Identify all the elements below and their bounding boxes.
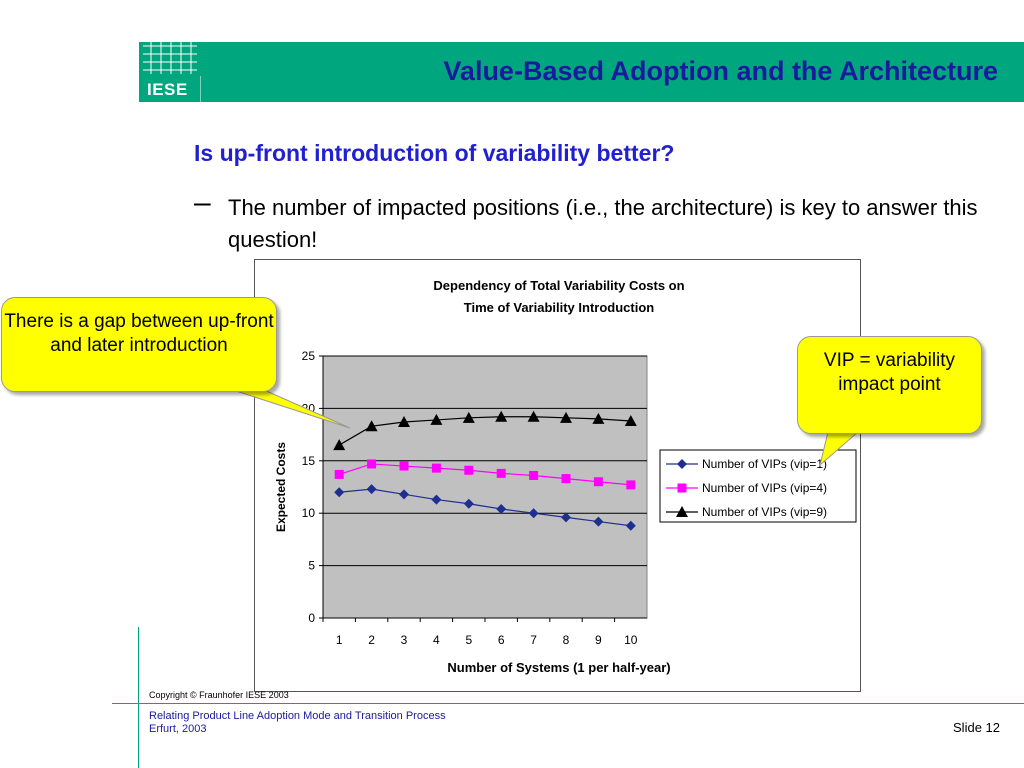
y-axis-label: Expected Costs	[274, 442, 288, 532]
footer-horizontal-line	[112, 703, 1024, 704]
x-tick-label-3: 3	[401, 633, 408, 647]
vip-definition-callout: VIP = variability impact point	[797, 336, 982, 434]
series-1-point-9	[593, 516, 604, 527]
series-line-2	[339, 463, 631, 486]
question-heading: Is up-front introduction of variability …	[194, 140, 675, 166]
legend-label-1: Number of VIPs (vip=1)	[702, 457, 827, 471]
series-1-point-6	[496, 504, 507, 515]
legend-marker-3	[676, 506, 688, 517]
x-tick-label-7: 7	[530, 633, 537, 647]
bullet-text: The number of impacted positions (i.e., …	[228, 195, 978, 252]
chart-frame: Dependency of Total Variability Costs on…	[254, 259, 861, 692]
series-1-point-8	[561, 512, 571, 523]
header-bar	[139, 42, 1024, 102]
series-3-point-9	[592, 412, 605, 424]
y-tick-label-25: 25	[302, 349, 316, 363]
plot-area	[322, 355, 648, 619]
slide-title: Value-Based Adoption and the Architectur…	[443, 56, 998, 86]
x-tick-label-6: 6	[498, 633, 505, 647]
series-3-point-3	[398, 416, 410, 428]
gap-callout: There is a gap between up-front and late…	[1, 297, 277, 392]
series-line-3	[338, 416, 631, 446]
chart-title-line-2: Time of Variability Introduction	[464, 300, 655, 315]
x-tick-label-4: 4	[433, 633, 440, 647]
y-tick-label-20: 20	[302, 401, 316, 415]
legend-label-2: Number of VIPs (vip=4)	[702, 481, 827, 495]
series-2-point-5	[464, 465, 474, 475]
series-2-point-3	[399, 461, 409, 471]
logo-text: IESE	[147, 80, 188, 99]
x-axis-label: Number of Systems (1 per half-year)	[447, 660, 670, 675]
x-tick-label-8: 8	[563, 633, 570, 647]
series-2-point-6	[496, 468, 506, 478]
series-1-point-10	[625, 520, 636, 531]
series-2-point-9	[593, 477, 603, 487]
series-2-point-1	[334, 469, 344, 479]
series-3-point-5	[462, 411, 475, 423]
series-3-point-10	[624, 414, 637, 426]
series-1-point-2	[366, 484, 377, 495]
x-tick-label-9: 9	[595, 633, 602, 647]
footer-line-2: Erfurt, 2003	[149, 723, 207, 735]
series-line-1	[339, 488, 631, 527]
series-1-point-5	[463, 498, 474, 509]
y-tick-label-10: 10	[302, 506, 316, 520]
footer-info: Relating Product Line Adoption Mode and …	[149, 710, 446, 736]
x-tick-label-1: 1	[336, 633, 343, 647]
footer-line-1: Relating Product Line Adoption Mode and …	[149, 710, 446, 722]
y-tick-label-15: 15	[302, 454, 316, 468]
series-3-point-8	[560, 411, 572, 423]
footer-vertical-line	[138, 627, 139, 768]
chart-title-line-1: Dependency of Total Variability Costs on	[433, 278, 684, 293]
x-tick-label-2: 2	[368, 633, 375, 647]
slide-number: Slide 12	[953, 720, 1000, 735]
series-2-point-2	[367, 459, 377, 469]
series-3-point-1	[333, 439, 346, 451]
series-2-point-10	[626, 480, 636, 490]
series-3-point-7	[527, 410, 540, 422]
series-2-point-8	[561, 474, 571, 484]
bullet-dash: –	[194, 186, 211, 219]
series-2-point-4	[431, 463, 441, 473]
x-tick-label-10: 10	[624, 633, 638, 647]
legend-label-3: Number of VIPs (vip=9)	[702, 505, 827, 519]
y-tick-label-5: 5	[308, 559, 315, 573]
x-tick-label-5: 5	[465, 633, 472, 647]
copyright: Copyright © Fraunhofer IESE 2003	[149, 690, 289, 700]
legend-marker-2	[677, 483, 687, 493]
series-2-point-7	[529, 470, 539, 480]
legend-marker-1	[677, 459, 687, 469]
series-3-point-4	[430, 413, 443, 425]
series-1-point-3	[399, 489, 409, 500]
series-3-point-6	[495, 410, 508, 422]
series-3-point-2	[365, 420, 378, 432]
series-1-point-4	[431, 494, 442, 505]
y-tick-label-0: 0	[308, 611, 315, 625]
series-1-point-1	[334, 487, 345, 498]
series-1-point-7	[528, 508, 539, 519]
iese-logo: IESE	[139, 42, 201, 102]
line-chart: Dependency of Total Variability Costs on…	[274, 278, 857, 675]
